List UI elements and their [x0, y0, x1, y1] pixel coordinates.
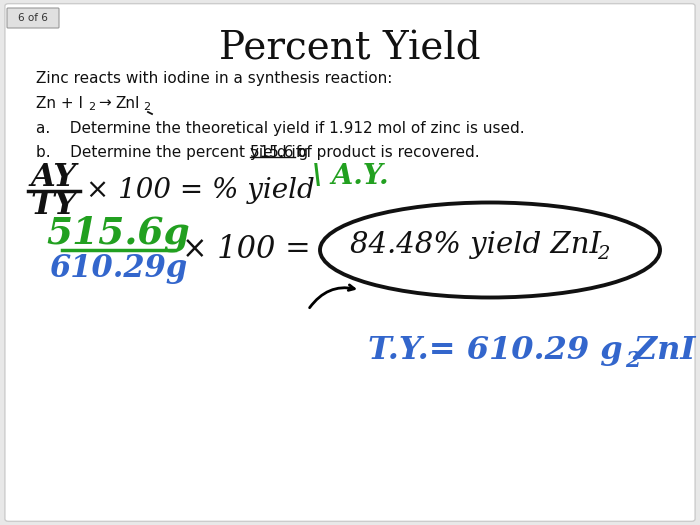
- Text: Percent Yield: Percent Yield: [219, 30, 481, 68]
- Text: b.    Determine the percent yield if: b. Determine the percent yield if: [36, 144, 301, 160]
- Text: 2: 2: [143, 102, 150, 112]
- Text: Zinc reacts with iodine in a synthesis reaction:: Zinc reacts with iodine in a synthesis r…: [36, 70, 393, 86]
- Text: 2: 2: [625, 350, 640, 372]
- Text: 515.6 g: 515.6 g: [250, 144, 308, 160]
- Text: 515.6g: 515.6g: [46, 215, 190, 251]
- Text: ZnI: ZnI: [115, 96, 139, 110]
- Text: 610.29g: 610.29g: [49, 253, 187, 284]
- FancyBboxPatch shape: [5, 4, 695, 521]
- FancyBboxPatch shape: [7, 8, 59, 28]
- Text: of product is recovered.: of product is recovered.: [297, 144, 480, 160]
- Text: 2: 2: [597, 245, 610, 263]
- Text: a.    Determine the theoretical yield if 1.912 mol of zinc is used.: a. Determine the theoretical yield if 1.…: [36, 121, 524, 135]
- Text: \ A.Y.: \ A.Y.: [312, 163, 388, 191]
- Text: 2: 2: [88, 102, 95, 112]
- Text: →: →: [98, 96, 111, 110]
- Text: × 100 =: × 100 =: [182, 235, 311, 266]
- Text: T.Y.= 610.29 g ZnI: T.Y.= 610.29 g ZnI: [368, 334, 695, 365]
- Text: AY: AY: [31, 162, 77, 193]
- Text: × 100 = % yield: × 100 = % yield: [86, 177, 315, 205]
- Text: Zn + I: Zn + I: [36, 96, 83, 110]
- Text: TY: TY: [31, 190, 78, 220]
- Text: 6 of 6: 6 of 6: [18, 13, 48, 23]
- Text: 84.48% yield ZnI: 84.48% yield ZnI: [350, 231, 601, 259]
